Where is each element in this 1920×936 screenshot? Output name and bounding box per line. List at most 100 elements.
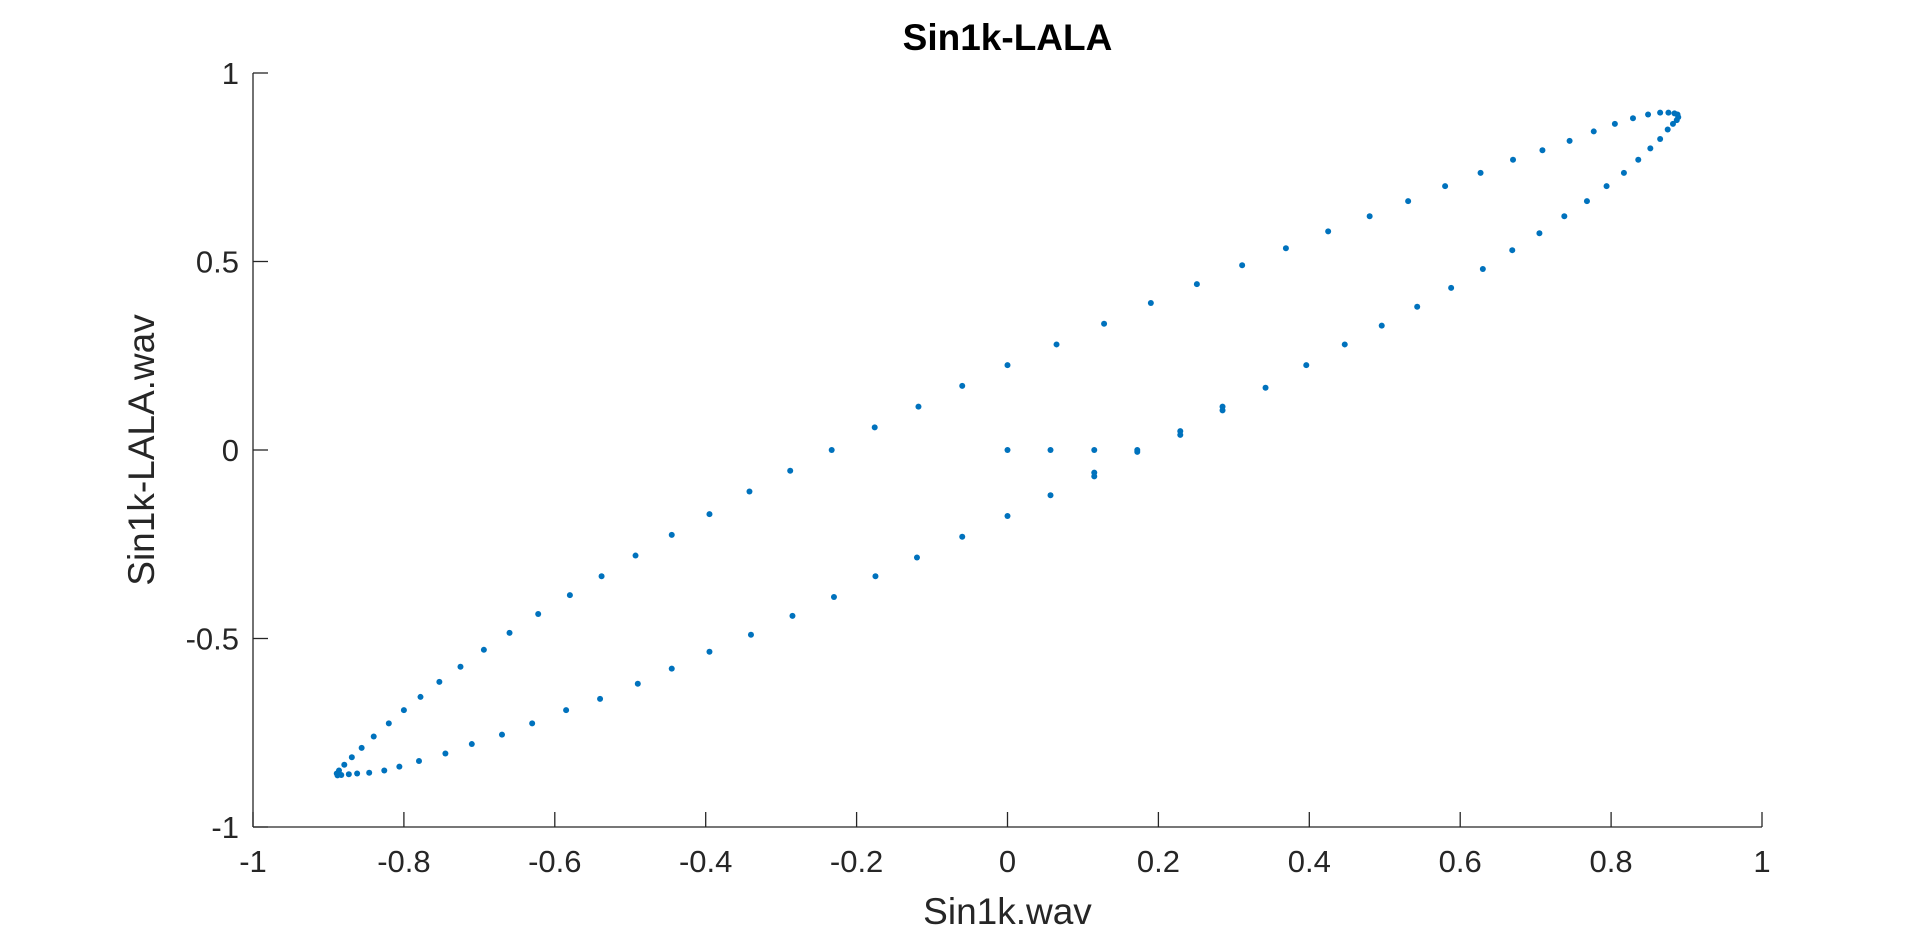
data-point [468, 741, 475, 748]
data-point [506, 629, 513, 636]
data-point [632, 552, 639, 559]
data-point [1590, 128, 1597, 135]
data-point [1405, 198, 1412, 205]
data-point [1611, 120, 1618, 127]
data-point [828, 447, 835, 453]
data-point [1583, 198, 1590, 205]
data-point [634, 680, 641, 687]
data-point [1053, 341, 1060, 348]
data-point [1239, 262, 1246, 269]
data-point [1442, 183, 1449, 190]
data-point [566, 592, 573, 599]
data-point [1509, 247, 1516, 254]
x-tick-label: 0 [999, 844, 1016, 879]
data-point [1004, 512, 1011, 519]
x-tick-label: 0.6 [1439, 844, 1482, 879]
data-point [1341, 341, 1348, 348]
data-point [1004, 362, 1011, 369]
data-point [1177, 431, 1184, 438]
data-point [1193, 281, 1200, 288]
data-point [1325, 228, 1332, 235]
y-axis-ticks: -1 -0.5 0 0.5 1 [186, 56, 268, 845]
data-point [358, 744, 365, 751]
data-point [1091, 447, 1098, 453]
data-point [872, 573, 879, 580]
data-point [1539, 147, 1546, 154]
data-point [1477, 169, 1484, 176]
data-point [747, 631, 754, 638]
data-point [436, 678, 443, 685]
data-point [498, 731, 505, 738]
data-point [706, 648, 713, 655]
data-point [1566, 137, 1573, 144]
data-point [668, 531, 675, 538]
data-point [1282, 245, 1289, 252]
x-axis-ticks: -1 -0.8 -0.6 -0.4 -0.2 0 0.2 0.4 0.6 0.8 1 [239, 812, 1771, 879]
data-point [1303, 362, 1310, 369]
x-tick-label: -0.8 [377, 844, 430, 879]
x-tick-label: -1 [239, 844, 267, 879]
y-axis-label: Sin1k-LALA.wav [121, 314, 162, 586]
data-point [338, 771, 345, 778]
data-point [871, 424, 878, 431]
data-point [1629, 115, 1636, 122]
data-point [959, 533, 966, 540]
x-tick-label: -0.2 [830, 844, 883, 879]
data-point [1561, 213, 1568, 220]
data-point [706, 511, 713, 518]
y-tick-label: 1 [222, 56, 239, 91]
data-point [1414, 303, 1421, 310]
data-point [1669, 120, 1676, 127]
data-point [1647, 145, 1654, 152]
data-point [341, 761, 348, 768]
x-tick-label: -0.6 [528, 844, 581, 879]
data-point [1664, 126, 1671, 133]
data-point [381, 767, 388, 774]
data-point [1004, 447, 1011, 453]
data-point [1047, 492, 1054, 499]
data-point [348, 754, 355, 761]
y-tick-label: -0.5 [186, 622, 239, 657]
data-point [1657, 109, 1664, 116]
data-point [535, 610, 542, 617]
data-point [1479, 266, 1486, 273]
data-point [598, 573, 605, 580]
data-point [396, 763, 403, 770]
data-point [1635, 156, 1642, 163]
data-point [1366, 213, 1373, 220]
data-point [1671, 110, 1678, 117]
data-point [345, 771, 352, 778]
data-point [830, 594, 837, 601]
data-point [400, 707, 407, 714]
y-tick-label: -1 [211, 810, 239, 845]
data-points [333, 109, 1682, 779]
axes: -1 -0.8 -0.6 -0.4 -0.2 0 0.2 0.4 0.6 0.8 1 -1 -0.5 0… [186, 56, 1771, 879]
x-tick-label: 0.4 [1288, 844, 1331, 879]
data-point [1620, 169, 1627, 176]
x-tick-label: -0.4 [679, 844, 732, 879]
x-axis-label: Sin1k.wav [923, 891, 1092, 932]
data-point [915, 403, 922, 410]
data-point [1134, 448, 1141, 455]
x-tick-label: 0.2 [1137, 844, 1180, 879]
data-point [1510, 156, 1517, 163]
x-tick-label: 0.8 [1590, 844, 1633, 879]
data-point [1665, 109, 1672, 116]
x-tick-label: 1 [1753, 844, 1770, 879]
data-point [415, 758, 422, 765]
data-point [1448, 284, 1455, 291]
data-point [1657, 135, 1664, 142]
data-point [385, 720, 392, 727]
data-point [1101, 320, 1108, 327]
data-point [370, 733, 377, 740]
data-point [1219, 403, 1226, 410]
data-point [480, 646, 487, 653]
data-point [597, 695, 604, 702]
chart-title: Sin1k-LALA [903, 17, 1113, 58]
data-point [563, 707, 570, 714]
data-point [1262, 384, 1269, 391]
data-point [366, 769, 373, 776]
y-tick-label: 0 [222, 433, 239, 468]
